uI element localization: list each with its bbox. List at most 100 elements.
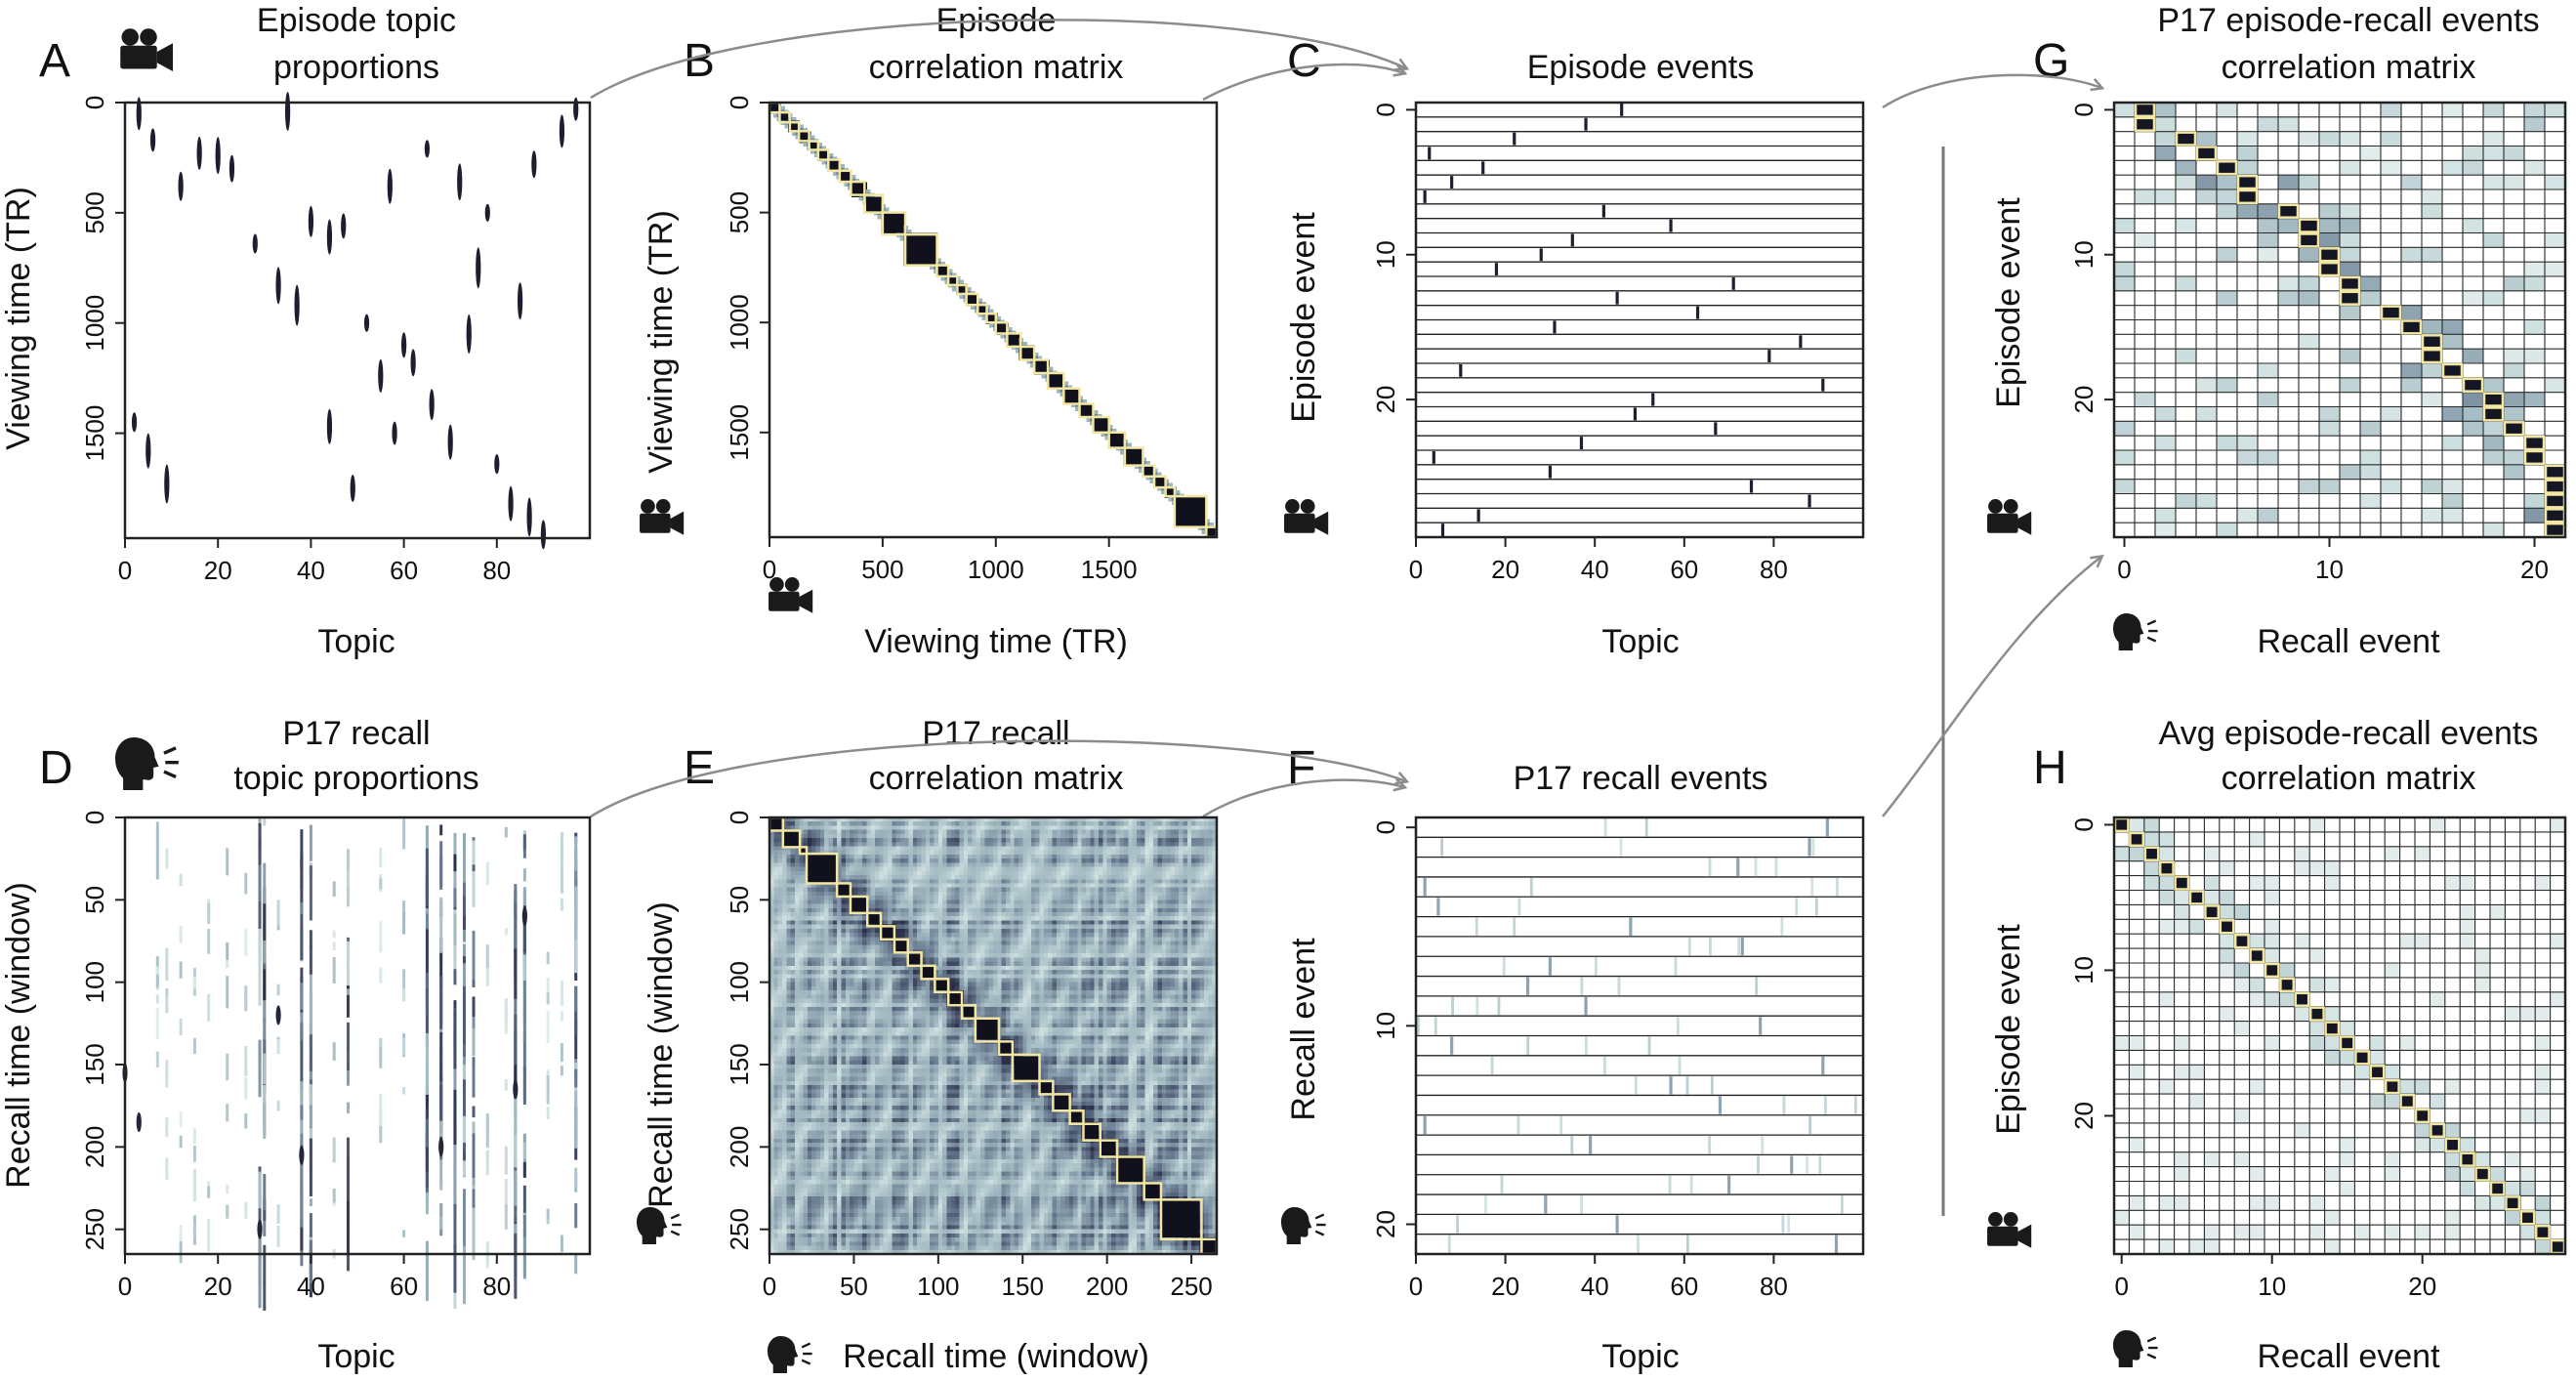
heatmap-cell (1001, 900, 1007, 905)
heatmap-cell (1005, 883, 1011, 889)
heatmap-cell (892, 870, 897, 876)
heatmap-cell (1102, 875, 1108, 880)
heatmap-cell (845, 928, 851, 934)
heatmap-cell (1110, 875, 1116, 880)
plot-background (125, 817, 590, 1254)
heatmap-cell (1039, 911, 1045, 917)
heatmap-cell (1068, 862, 1074, 868)
heatmap-cell (895, 226, 901, 230)
heatmap-cell (1001, 924, 1007, 930)
heatmap-cell (879, 833, 885, 839)
heatmap-cell (1014, 821, 1019, 827)
heatmap-cell (824, 928, 830, 934)
heatmap-cell (883, 829, 889, 835)
heatmap-cell (942, 833, 948, 839)
heatmap-cell (1048, 891, 1054, 897)
heatmap-cell (972, 846, 977, 852)
heatmap-cell (1005, 903, 1011, 909)
heatmap-cell (1022, 850, 1028, 856)
heatmap-cell (1119, 887, 1125, 893)
heatmap-cell (1194, 512, 1199, 517)
heatmap-cell (1148, 937, 1154, 942)
heatmap-cell (811, 821, 817, 827)
heatmap-cell (1186, 920, 1192, 926)
event-boundary-box (903, 232, 938, 267)
heatmap-cell (972, 858, 977, 863)
event-boundary-box (935, 264, 950, 278)
heatmap-cell (1170, 911, 1176, 917)
heatmap-cell (1128, 891, 1134, 897)
heatmap-cell (955, 928, 961, 934)
heatmap-cell (1030, 846, 1036, 852)
heatmap-cell (1064, 850, 1070, 856)
heatmap-cell (993, 846, 998, 852)
heatmap-cell (1005, 891, 1011, 897)
heatmap-cell (1191, 933, 1196, 938)
heatmap-cell (1176, 512, 1181, 517)
heatmap-cell (1148, 825, 1154, 831)
heatmap-cell (1153, 903, 1159, 909)
heatmap-cell (1191, 924, 1196, 930)
heatmap-cell (1148, 944, 1154, 950)
heatmap-cell (1039, 916, 1045, 922)
heatmap-cell (1161, 941, 1167, 946)
heatmap-cell (1090, 879, 1096, 885)
heatmap-cell (963, 896, 969, 900)
heatmap-cell (1010, 911, 1016, 917)
topic-stripe (514, 1088, 518, 1118)
heatmap-cell (1008, 338, 1013, 343)
heatmap-cell (917, 858, 923, 863)
heatmap-cell (773, 850, 779, 856)
heatmap-cell (968, 866, 973, 872)
heatmap-cell (840, 164, 845, 169)
heatmap-cell (1030, 903, 1036, 909)
heatmap-cell (911, 251, 916, 256)
heatmap-cell (828, 924, 834, 930)
heatmap-cell (988, 883, 994, 889)
heatmap-cell (887, 862, 893, 868)
heatmap-cell (1048, 933, 1054, 938)
heatmap-cell (1166, 833, 1172, 839)
heatmap-cell (892, 229, 897, 234)
heatmap-cell (1179, 870, 1184, 876)
heatmap-cell (875, 944, 880, 950)
heatmap-cell (1199, 924, 1205, 930)
heatmap-cell (1212, 928, 1218, 934)
heatmap-cell (803, 941, 809, 946)
heatmap-cell (815, 937, 821, 942)
heatmap-cell (837, 821, 843, 827)
heatmap-cell (866, 189, 871, 194)
heatmap-cell (1161, 854, 1167, 859)
heatmap-cell (1136, 896, 1142, 900)
topic-stripe (522, 1215, 526, 1237)
heatmap-cell (1077, 825, 1083, 831)
heatmap-cell (950, 858, 956, 863)
heatmap-cell (959, 854, 965, 859)
heatmap-cell (921, 846, 927, 852)
heatmap-cell (1039, 825, 1045, 831)
heatmap-cell (977, 309, 983, 314)
heatmap-cell (968, 928, 973, 934)
heatmap-cell (1090, 933, 1096, 938)
arrow-c-to-g (1882, 73, 2101, 109)
heatmap-cell (1195, 911, 1201, 917)
heatmap-cell (1144, 821, 1150, 827)
heatmap-cell (1195, 903, 1201, 909)
heatmap-cell (1204, 833, 1209, 839)
heatmap-cell (1043, 891, 1049, 897)
heatmap-cell (875, 825, 880, 831)
heatmap-cell (857, 937, 863, 942)
heatmap-cell (811, 829, 817, 835)
heatmap-cell (819, 891, 825, 897)
heatmap-cell (832, 948, 838, 954)
heatmap-cell (1204, 916, 1209, 922)
heatmap-cell (1094, 879, 1100, 885)
heatmap-cell (1191, 829, 1196, 835)
heatmap-cell (1056, 862, 1061, 868)
heatmap-cell (1136, 948, 1142, 954)
heatmap-cell (1212, 920, 1218, 926)
heatmap-cell (1142, 461, 1147, 466)
heatmap-cell (1136, 887, 1142, 893)
heatmap-cell (887, 941, 893, 946)
heatmap-cell (1204, 887, 1209, 893)
